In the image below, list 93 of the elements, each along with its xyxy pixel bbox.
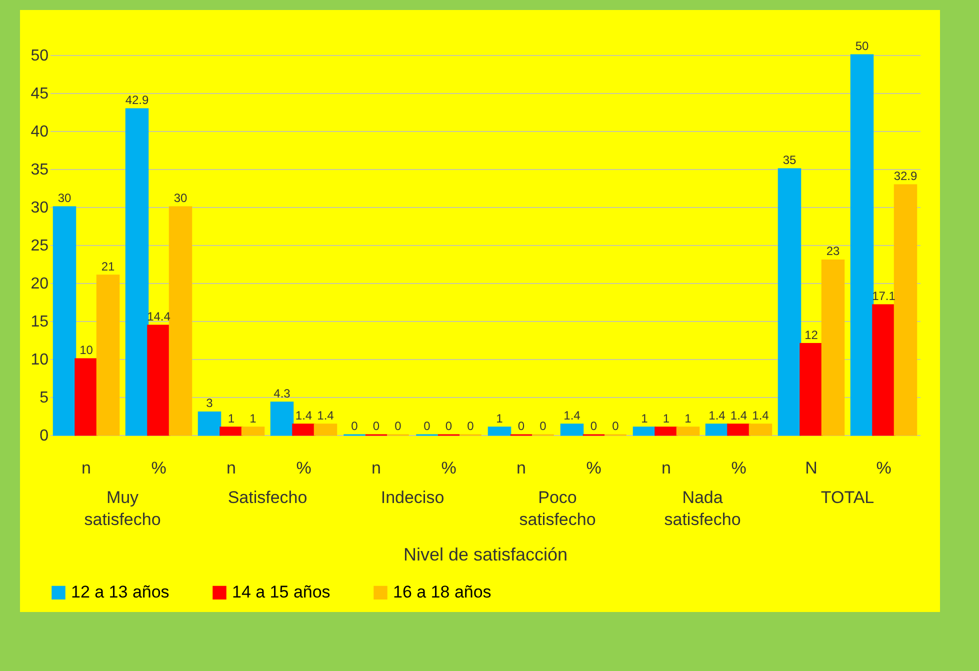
data-label: 0: [612, 419, 620, 433]
data-label: 0: [518, 419, 525, 433]
data-label: 35: [782, 153, 796, 167]
bar: [676, 426, 700, 436]
y-tick-label: 40: [30, 124, 49, 140]
y-tick-label: 15: [30, 314, 49, 330]
x-tick-label: %: [876, 458, 892, 478]
bar: [198, 411, 222, 436]
legend-label: 12 a 13 años: [71, 582, 170, 602]
data-label: 30: [58, 191, 72, 205]
x-tick-label: %: [151, 458, 166, 478]
x-tick-label: n: [82, 458, 91, 478]
bar: [632, 426, 656, 436]
data-label: 1: [641, 411, 648, 426]
x-axis-title: Nivel de satisfacción: [403, 544, 568, 564]
bar: [778, 168, 802, 436]
bar: [800, 343, 823, 436]
x-tick-label: n: [516, 458, 526, 478]
text: Indeciso: [380, 488, 444, 507]
data-label: 42.9: [125, 92, 149, 107]
text: Nada satisfecho: [664, 488, 741, 529]
y-tick-label: 30: [30, 200, 49, 216]
text: Muy satisfecho: [84, 488, 161, 529]
x-tick-label: N: [805, 458, 818, 478]
data-label: 0: [445, 419, 452, 433]
y-tick-label: 25: [30, 238, 49, 254]
x-tick-label: %: [441, 458, 456, 478]
x-tick-label: %: [296, 458, 312, 478]
data-label: 1: [250, 411, 257, 426]
bar: [894, 184, 918, 436]
data-label: 1: [496, 411, 504, 426]
data-label: 0: [590, 419, 598, 433]
data-label: 1: [228, 411, 235, 426]
data-label: 0: [467, 419, 474, 433]
y-tick-label: 5: [40, 390, 49, 406]
data-label: 0: [424, 419, 431, 433]
text: Satisfecho: [228, 488, 308, 507]
bar: [270, 402, 294, 436]
x-tick-label: n: [372, 458, 381, 478]
bar: [147, 324, 170, 436]
data-label: 1.4: [295, 408, 312, 422]
data-label: 50: [855, 39, 869, 53]
bar: [96, 274, 120, 436]
bar: [125, 108, 149, 436]
data-label: 0: [351, 419, 358, 433]
bar: [314, 424, 338, 436]
data-label: 0: [540, 419, 547, 433]
bar: [74, 358, 98, 436]
text: TOTAL: [820, 488, 874, 507]
data-label: 1.4: [752, 408, 770, 422]
x-tick-label: n: [226, 458, 236, 478]
bar: [488, 426, 512, 436]
data-label: 0: [394, 419, 402, 433]
data-label: 1.4: [317, 408, 334, 422]
data-label: 0: [372, 419, 380, 433]
y-tick-label: 35: [30, 162, 49, 178]
bar: [850, 54, 874, 436]
bar: [560, 424, 584, 436]
bar: [727, 424, 750, 436]
data-label: 10: [80, 343, 94, 357]
bar: [220, 426, 243, 436]
y-tick-label: 20: [30, 276, 49, 292]
data-label: 32.9: [894, 168, 918, 183]
bar: [654, 426, 678, 436]
data-label: 12: [804, 328, 818, 342]
data-label: 1: [684, 411, 692, 426]
data-label: 1.4: [564, 408, 581, 422]
data-label: 23: [826, 244, 840, 258]
y-tick-label: 50: [30, 48, 49, 64]
data-label: 4.3: [274, 386, 291, 400]
y-tick-label: 45: [30, 86, 49, 102]
bar: [52, 206, 76, 436]
text: Poco satisfecho: [519, 488, 596, 529]
bar: [821, 259, 845, 436]
data-label: 3: [206, 396, 214, 410]
bar: [168, 206, 192, 436]
bar: [241, 426, 265, 436]
x-tick-label: %: [586, 458, 602, 478]
x-tick-label: %: [731, 458, 746, 478]
bar: [872, 304, 896, 436]
x-tick-label: n: [662, 458, 671, 478]
data-label: 21: [101, 259, 115, 274]
data-label: 30: [174, 191, 188, 205]
data-label: 1.4: [708, 408, 726, 422]
data-label: 1.4: [730, 408, 748, 422]
y-tick-label: 0: [40, 428, 49, 444]
bar: [705, 424, 729, 436]
bar: [748, 424, 772, 436]
y-tick-label: 10: [30, 352, 49, 368]
legend-label: 16 a 18 años: [393, 582, 492, 602]
bar: [292, 424, 316, 436]
legend-label: 14 a 15 años: [232, 582, 330, 602]
data-label: 1: [662, 411, 670, 426]
